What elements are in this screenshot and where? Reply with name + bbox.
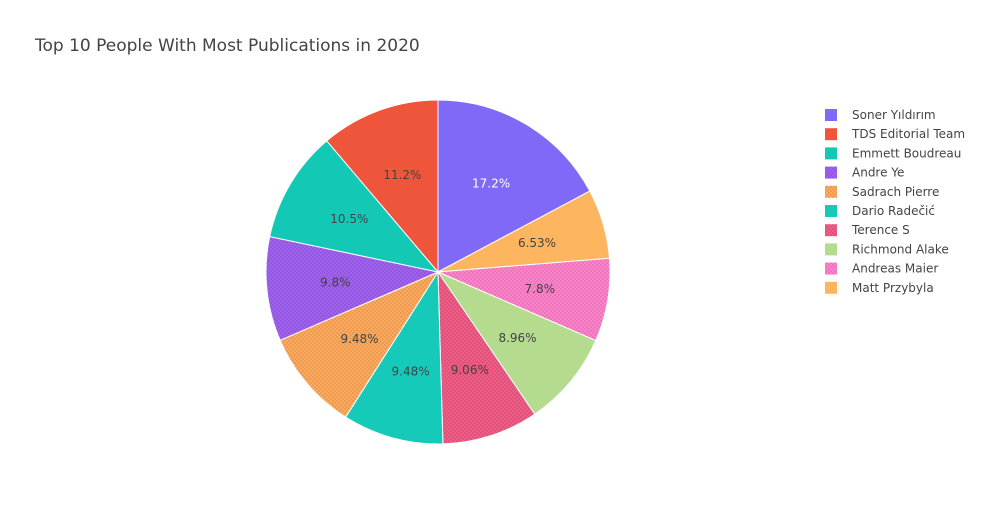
slice-percent-label: 11.2%	[383, 168, 421, 182]
legend-swatch	[825, 281, 837, 294]
slice-percent-label: 7.8%	[525, 282, 556, 296]
legend-label: Sadrach Pierre	[852, 185, 939, 199]
legend-label: Matt Przybyla	[852, 281, 934, 295]
legend: Soner Yıldırım TDS Editorial Team Emmett B…	[825, 108, 965, 295]
legend-item-matt-przybyla[interactable]: Matt Przybyla	[825, 281, 934, 295]
legend-swatch	[825, 109, 837, 121]
pie-slices	[265, 99, 611, 445]
pie-slice-tds-editorial-team[interactable]	[326, 99, 439, 274]
legend-label: Andre Ye	[852, 166, 904, 180]
pie-slice-terence-s[interactable]	[437, 270, 536, 445]
legend-item-terence-s[interactable]: Terence S	[825, 223, 910, 237]
chart-title: Top 10 People With Most Publications in …	[34, 36, 420, 56]
legend-label: Richmond Alake	[852, 242, 949, 256]
legend-label: Andreas Maier	[852, 262, 938, 276]
legend-swatch	[825, 147, 837, 160]
legend-swatch	[825, 166, 837, 179]
pie-slice-emmett-boudreau[interactable]	[269, 140, 440, 273]
slice-labels: 17.2% 6.53% 7.8% 8.96% 9.06% 9.48% 9.48% 9.8% 10…	[320, 168, 556, 378]
legend-item-sadrach-pierre[interactable]: Sadrach Pierre	[825, 185, 939, 199]
legend-label: Terence S	[851, 223, 910, 237]
legend-label: Emmett Boudreau	[852, 146, 961, 160]
slice-percent-label: 9.06%	[451, 363, 489, 377]
legend-item-andreas-maier[interactable]: Andreas Maier	[825, 262, 938, 276]
legend-swatch	[825, 243, 837, 256]
legend-label: Soner Yıldırım	[852, 108, 936, 122]
legend-item-dario-radecic[interactable]: Dario Radečić	[825, 204, 935, 218]
slice-percent-label: 9.48%	[392, 365, 430, 379]
legend-swatch	[825, 128, 837, 141]
legend-swatch	[825, 262, 837, 275]
slice-percent-label: 6.53%	[518, 236, 556, 250]
pie-slice-soner-yildirim[interactable]	[437, 99, 591, 273]
pie-slice-dario-radecic[interactable]	[344, 270, 444, 445]
legend-item-andre-ye[interactable]: Andre Ye	[825, 166, 904, 180]
slice-percent-label: 9.8%	[320, 275, 351, 289]
legend-item-richmond-alake[interactable]: Richmond Alake	[825, 242, 949, 256]
legend-item-soner-yildirim[interactable]: Soner Yıldırım	[825, 108, 936, 122]
legend-swatch	[825, 185, 837, 198]
slice-percent-label: 10.5%	[330, 212, 368, 226]
legend-swatch	[825, 205, 837, 217]
pie-slice-sadrach-pierre[interactable]	[279, 270, 440, 418]
legend-label: TDS Editorial Team	[851, 127, 965, 141]
legend-label: Dario Radečić	[852, 204, 935, 218]
legend-swatch	[825, 224, 837, 237]
legend-item-tds-editorial-team[interactable]: TDS Editorial Team	[825, 127, 965, 141]
slice-percent-label: 17.2%	[472, 177, 510, 191]
pie-slice-andre-ye[interactable]	[265, 235, 440, 341]
slice-percent-label: 9.48%	[340, 332, 378, 346]
legend-item-emmett-boudreau[interactable]: Emmett Boudreau	[825, 146, 961, 160]
slice-percent-label: 8.96%	[498, 331, 536, 345]
pie-slice-richmond-alake[interactable]	[436, 270, 597, 415]
